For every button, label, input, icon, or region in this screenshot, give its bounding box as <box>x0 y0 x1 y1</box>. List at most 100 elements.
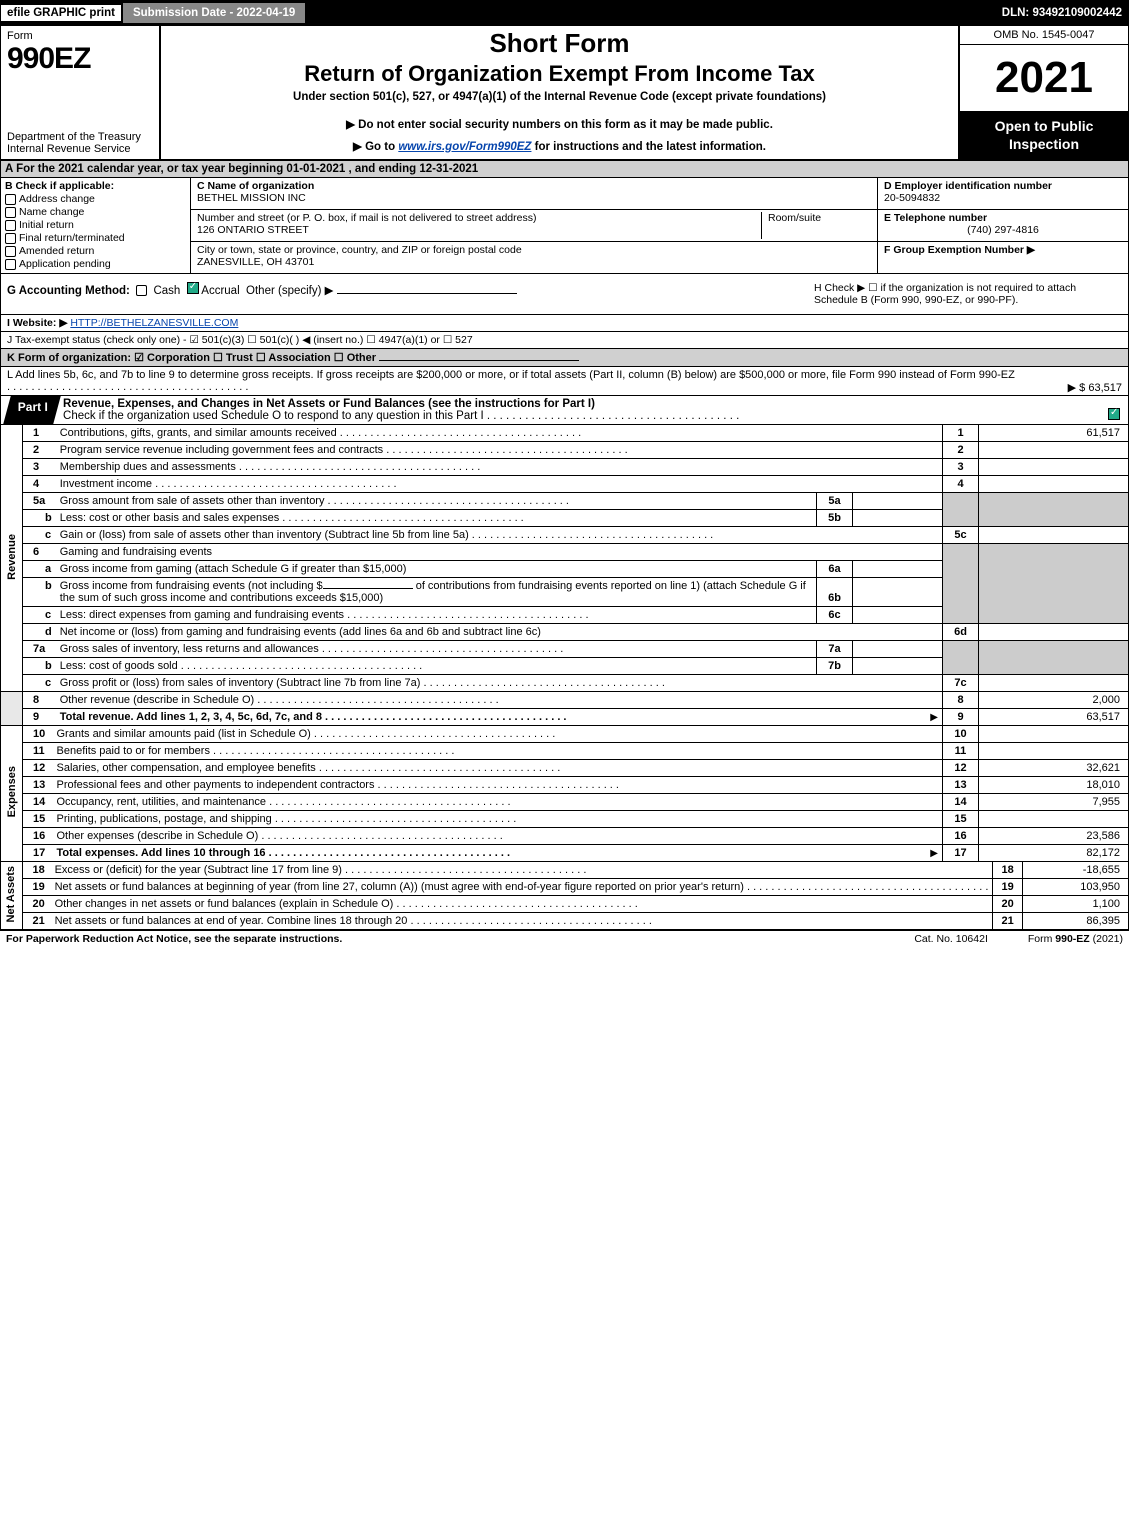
chk-address-change[interactable]: Address change <box>5 193 186 205</box>
table-row: cGross profit or (loss) from sales of in… <box>1 675 1129 692</box>
checkbox-icon <box>5 220 16 231</box>
form-number: 990EZ <box>7 42 153 76</box>
chk-application-pending[interactable]: Application pending <box>5 258 186 270</box>
section-d: D Employer identification number 20-5094… <box>878 178 1128 273</box>
section-j: J Tax-exempt status (check only one) - ☑… <box>0 332 1129 349</box>
phone-value: (740) 297-4816 <box>884 224 1122 236</box>
goto-link[interactable]: www.irs.gov/Form990EZ <box>398 141 531 153</box>
footer-catno: Cat. No. 10642I <box>914 933 988 945</box>
ein-value: 20-5094832 <box>884 192 1122 204</box>
section-k: K Form of organization: ☑ Corporation ☐ … <box>0 349 1129 367</box>
table-row: dNet income or (loss) from gaming and fu… <box>1 624 1129 641</box>
website-label: I Website: ▶ <box>7 317 67 329</box>
table-row: 9Total revenue. Add lines 1, 2, 3, 4, 5c… <box>1 709 1129 726</box>
group-exemption-row: F Group Exemption Number ▶ <box>878 242 1128 273</box>
table-row: 11Benefits paid to or for members11 <box>1 743 1129 760</box>
chk-amended-return[interactable]: Amended return <box>5 245 186 257</box>
do-not-enter: ▶ Do not enter social security numbers o… <box>169 117 950 131</box>
chk-name-change[interactable]: Name change <box>5 206 186 218</box>
table-row: 19Net assets or fund balances at beginni… <box>1 879 1129 896</box>
table-row: 20Other changes in net assets or fund ba… <box>1 896 1129 913</box>
chk-final-return[interactable]: Final return/terminated <box>5 232 186 244</box>
expenses-side-label: Expenses <box>1 726 23 862</box>
group-label: F Group Exemption Number ▶ <box>884 244 1122 256</box>
table-row: 7aGross sales of inventory, less returns… <box>1 641 1129 658</box>
topbar: efile GRAPHIC print Submission Date - 20… <box>0 0 1129 26</box>
netassets-table: Net Assets 18Excess or (deficit) for the… <box>0 862 1129 930</box>
table-row: Revenue 1Contributions, gifts, grants, a… <box>1 425 1129 442</box>
table-row: 3Membership dues and assessments3 <box>1 459 1129 476</box>
footer: For Paperwork Reduction Act Notice, see … <box>0 930 1129 947</box>
return-title: Return of Organization Exempt From Incom… <box>169 61 950 87</box>
addr-label: Number and street (or P. O. box, if mail… <box>197 212 761 224</box>
part1-subtitle: Check if the organization used Schedule … <box>63 410 739 422</box>
ein-row: D Employer identification number 20-5094… <box>878 178 1128 210</box>
goto-pre: ▶ Go to <box>353 141 398 153</box>
table-row: Net Assets 18Excess or (deficit) for the… <box>1 862 1129 879</box>
section-g: G Accounting Method: Cash Accrual Other … <box>1 274 808 314</box>
header-right: OMB No. 1545-0047 2021 Open to Public In… <box>958 26 1128 159</box>
footer-right: Form 990-EZ (2021) <box>1028 933 1123 945</box>
checkbox-icon <box>5 207 16 218</box>
section-l: L Add lines 5b, 6c, and 7b to line 9 to … <box>0 367 1129 396</box>
table-row: 8Other revenue (describe in Schedule O)8… <box>1 692 1129 709</box>
open-public: Open to Public Inspection <box>960 111 1128 159</box>
expenses-table: Expenses 10Grants and similar amounts pa… <box>0 726 1129 862</box>
org-addr: 126 ONTARIO STREET <box>197 224 761 236</box>
table-row: 5aGross amount from sale of assets other… <box>1 493 1129 510</box>
footer-left: For Paperwork Reduction Act Notice, see … <box>6 933 342 945</box>
form-header: Form 990EZ Department of the Treasury In… <box>0 26 1129 161</box>
l-text: L Add lines 5b, 6c, and 7b to line 9 to … <box>7 369 1015 381</box>
city-label: City or town, state or province, country… <box>197 244 871 256</box>
checkbox-icon <box>5 246 16 257</box>
tax-year: 2021 <box>960 45 1128 111</box>
table-row: 13Professional fees and other payments t… <box>1 777 1129 794</box>
phone-label: E Telephone number <box>884 212 1122 224</box>
netassets-side-label: Net Assets <box>1 862 23 930</box>
table-row: 14Occupancy, rent, utilities, and mainte… <box>1 794 1129 811</box>
g-label: G Accounting Method: <box>7 285 130 297</box>
omb-number: OMB No. 1545-0047 <box>960 26 1128 45</box>
revenue-table: Revenue 1Contributions, gifts, grants, a… <box>0 425 1129 726</box>
other-specify-line <box>337 293 517 294</box>
part1-checkbox[interactable] <box>1100 396 1128 424</box>
part1-header: Part I Revenue, Expenses, and Changes in… <box>0 396 1129 425</box>
room-suite: Room/suite <box>761 212 871 239</box>
short-form-title: Short Form <box>169 28 950 59</box>
gh-block: G Accounting Method: Cash Accrual Other … <box>0 274 1129 315</box>
table-row: 2Program service revenue including gover… <box>1 442 1129 459</box>
l-amount: ▶ $ 63,517 <box>1068 381 1122 394</box>
section-a: A For the 2021 calendar year, or tax yea… <box>0 161 1129 178</box>
under-section: Under section 501(c), 527, or 4947(a)(1)… <box>169 91 950 103</box>
checkbox-icon <box>5 259 16 270</box>
dln-label: DLN: 93492109002442 <box>1002 7 1128 19</box>
table-row: 16Other expenses (describe in Schedule O… <box>1 828 1129 845</box>
goto-post: for instructions and the latest informat… <box>531 141 766 153</box>
section-c: C Name of organization BETHEL MISSION IN… <box>191 178 878 273</box>
submission-date: Submission Date - 2022-04-19 <box>121 1 307 25</box>
website-link[interactable]: HTTP://BETHELZANESVILLE.COM <box>70 317 238 329</box>
header-left: Form 990EZ Department of the Treasury In… <box>1 26 161 159</box>
org-name-row: C Name of organization BETHEL MISSION IN… <box>191 178 877 210</box>
section-b-title: B Check if applicable: <box>5 180 186 192</box>
section-b: B Check if applicable: Address change Na… <box>1 178 191 273</box>
org-addr-row: Number and street (or P. O. box, if mail… <box>191 210 877 242</box>
form-word: Form <box>7 30 153 42</box>
org-city: ZANESVILLE, OH 43701 <box>197 256 871 268</box>
phone-row: E Telephone number (740) 297-4816 <box>878 210 1128 242</box>
ein-label: D Employer identification number <box>884 180 1122 192</box>
org-name-label: C Name of organization <box>197 180 871 192</box>
goto-line: ▶ Go to www.irs.gov/Form990EZ for instru… <box>169 139 950 153</box>
table-row: cGain or (loss) from sale of assets othe… <box>1 527 1129 544</box>
l-dots <box>7 381 248 393</box>
part1-title: Revenue, Expenses, and Changes in Net As… <box>57 396 1100 424</box>
table-row: 17Total expenses. Add lines 10 through 1… <box>1 845 1129 862</box>
info-block: B Check if applicable: Address change Na… <box>0 178 1129 274</box>
table-row: Expenses 10Grants and similar amounts pa… <box>1 726 1129 743</box>
chk-initial-return[interactable]: Initial return <box>5 219 186 231</box>
header-mid: Short Form Return of Organization Exempt… <box>161 26 958 159</box>
part1-tab: Part I <box>3 396 61 424</box>
table-row: 6Gaming and fundraising events <box>1 544 1129 561</box>
k-other-line <box>379 360 579 361</box>
checkbox-icon <box>5 233 16 244</box>
